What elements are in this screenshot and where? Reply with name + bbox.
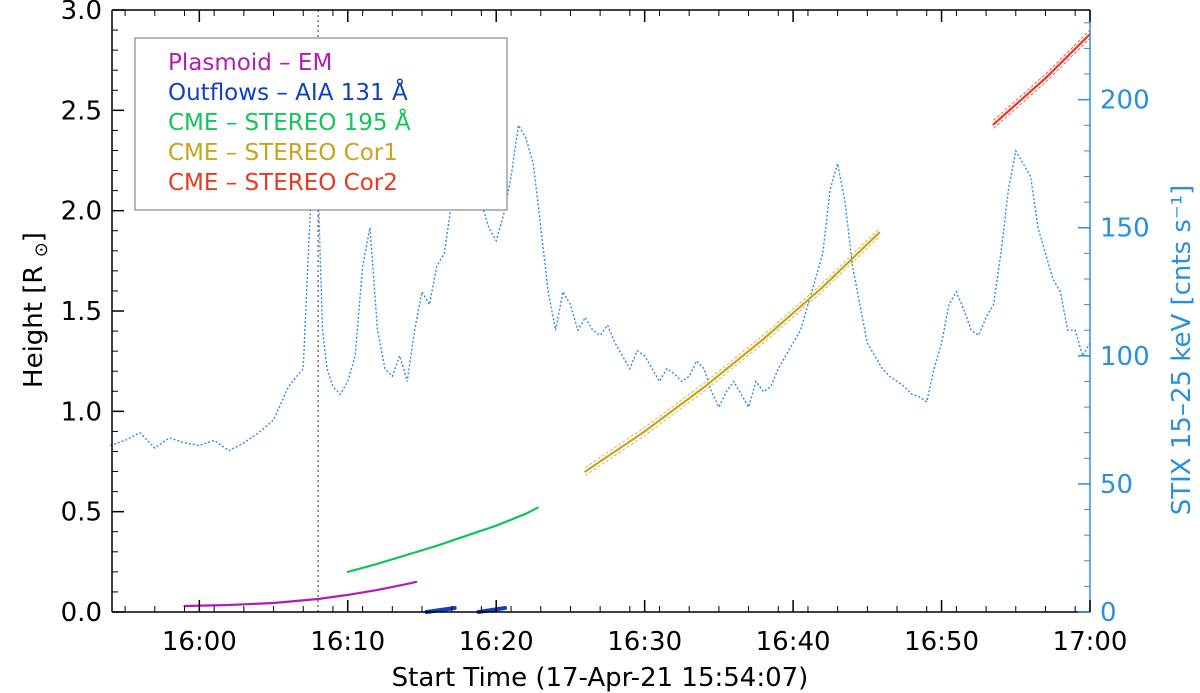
- x-tick-label: 16:10: [310, 627, 385, 657]
- y-tick-label: 0.0: [61, 598, 102, 628]
- series-error-cor2: [993, 29, 1091, 121]
- y-tick-label: 3.0: [61, 0, 102, 26]
- x-tick-label: 17:00: [1053, 627, 1128, 657]
- series-line-cor1: [584, 231, 881, 473]
- legend-box: [134, 37, 508, 211]
- y2-tick-label: 100: [1100, 342, 1150, 372]
- legend-item: Plasmoid – EM: [168, 50, 332, 76]
- series-error-cor1: [585, 228, 880, 468]
- series-error-cor1: [585, 236, 880, 476]
- x-tick-label: 16:50: [904, 627, 979, 657]
- x-tick-label: 16:20: [459, 627, 534, 657]
- y2-tick-label: 200: [1100, 86, 1150, 116]
- y2-tick-label: 150: [1100, 214, 1150, 244]
- y2-tick-label: 0: [1100, 598, 1117, 628]
- axes: 0.0 0.5 1.0 1.5 2.0 2.5 3.0 0 50 100 150 200 16:00 16…: [61, 0, 1150, 657]
- series-line-plasmoid: [183, 580, 418, 608]
- legend-item: CME – STEREO Cor2: [168, 170, 398, 196]
- legend-item: CME – STEREO 195 Å: [168, 108, 411, 136]
- y-axis-label: Height [R ⊙]: [19, 232, 52, 388]
- series-line-cor2: [992, 33, 1092, 126]
- legend-item: Outflows – AIA 131 Å: [168, 78, 408, 106]
- y-tick-label: 0.5: [61, 498, 102, 528]
- y-tick-label: 2.5: [61, 96, 102, 126]
- stix-curve: [110, 99, 1091, 452]
- x-tick-label: 16:40: [756, 627, 831, 657]
- y-tick-label: 1.5: [61, 297, 102, 327]
- series-error-cor2: [993, 37, 1091, 129]
- x-axis-label: Start Time (17-Apr-21 15:54:07): [392, 663, 809, 693]
- x-tick-label: 16:30: [607, 627, 682, 657]
- y2-axis-label: STIX 15–25 keV [cnts s⁻¹]: [1167, 185, 1197, 516]
- legend-item: CME – STEREO Cor1: [168, 140, 398, 166]
- y-tick-label: 2.0: [61, 197, 102, 227]
- y-tick-label: 1.0: [61, 397, 102, 427]
- series-line-cme195: [346, 506, 539, 573]
- x-tick-label: 16:00: [162, 627, 237, 657]
- y2-tick-label: 50: [1100, 470, 1133, 500]
